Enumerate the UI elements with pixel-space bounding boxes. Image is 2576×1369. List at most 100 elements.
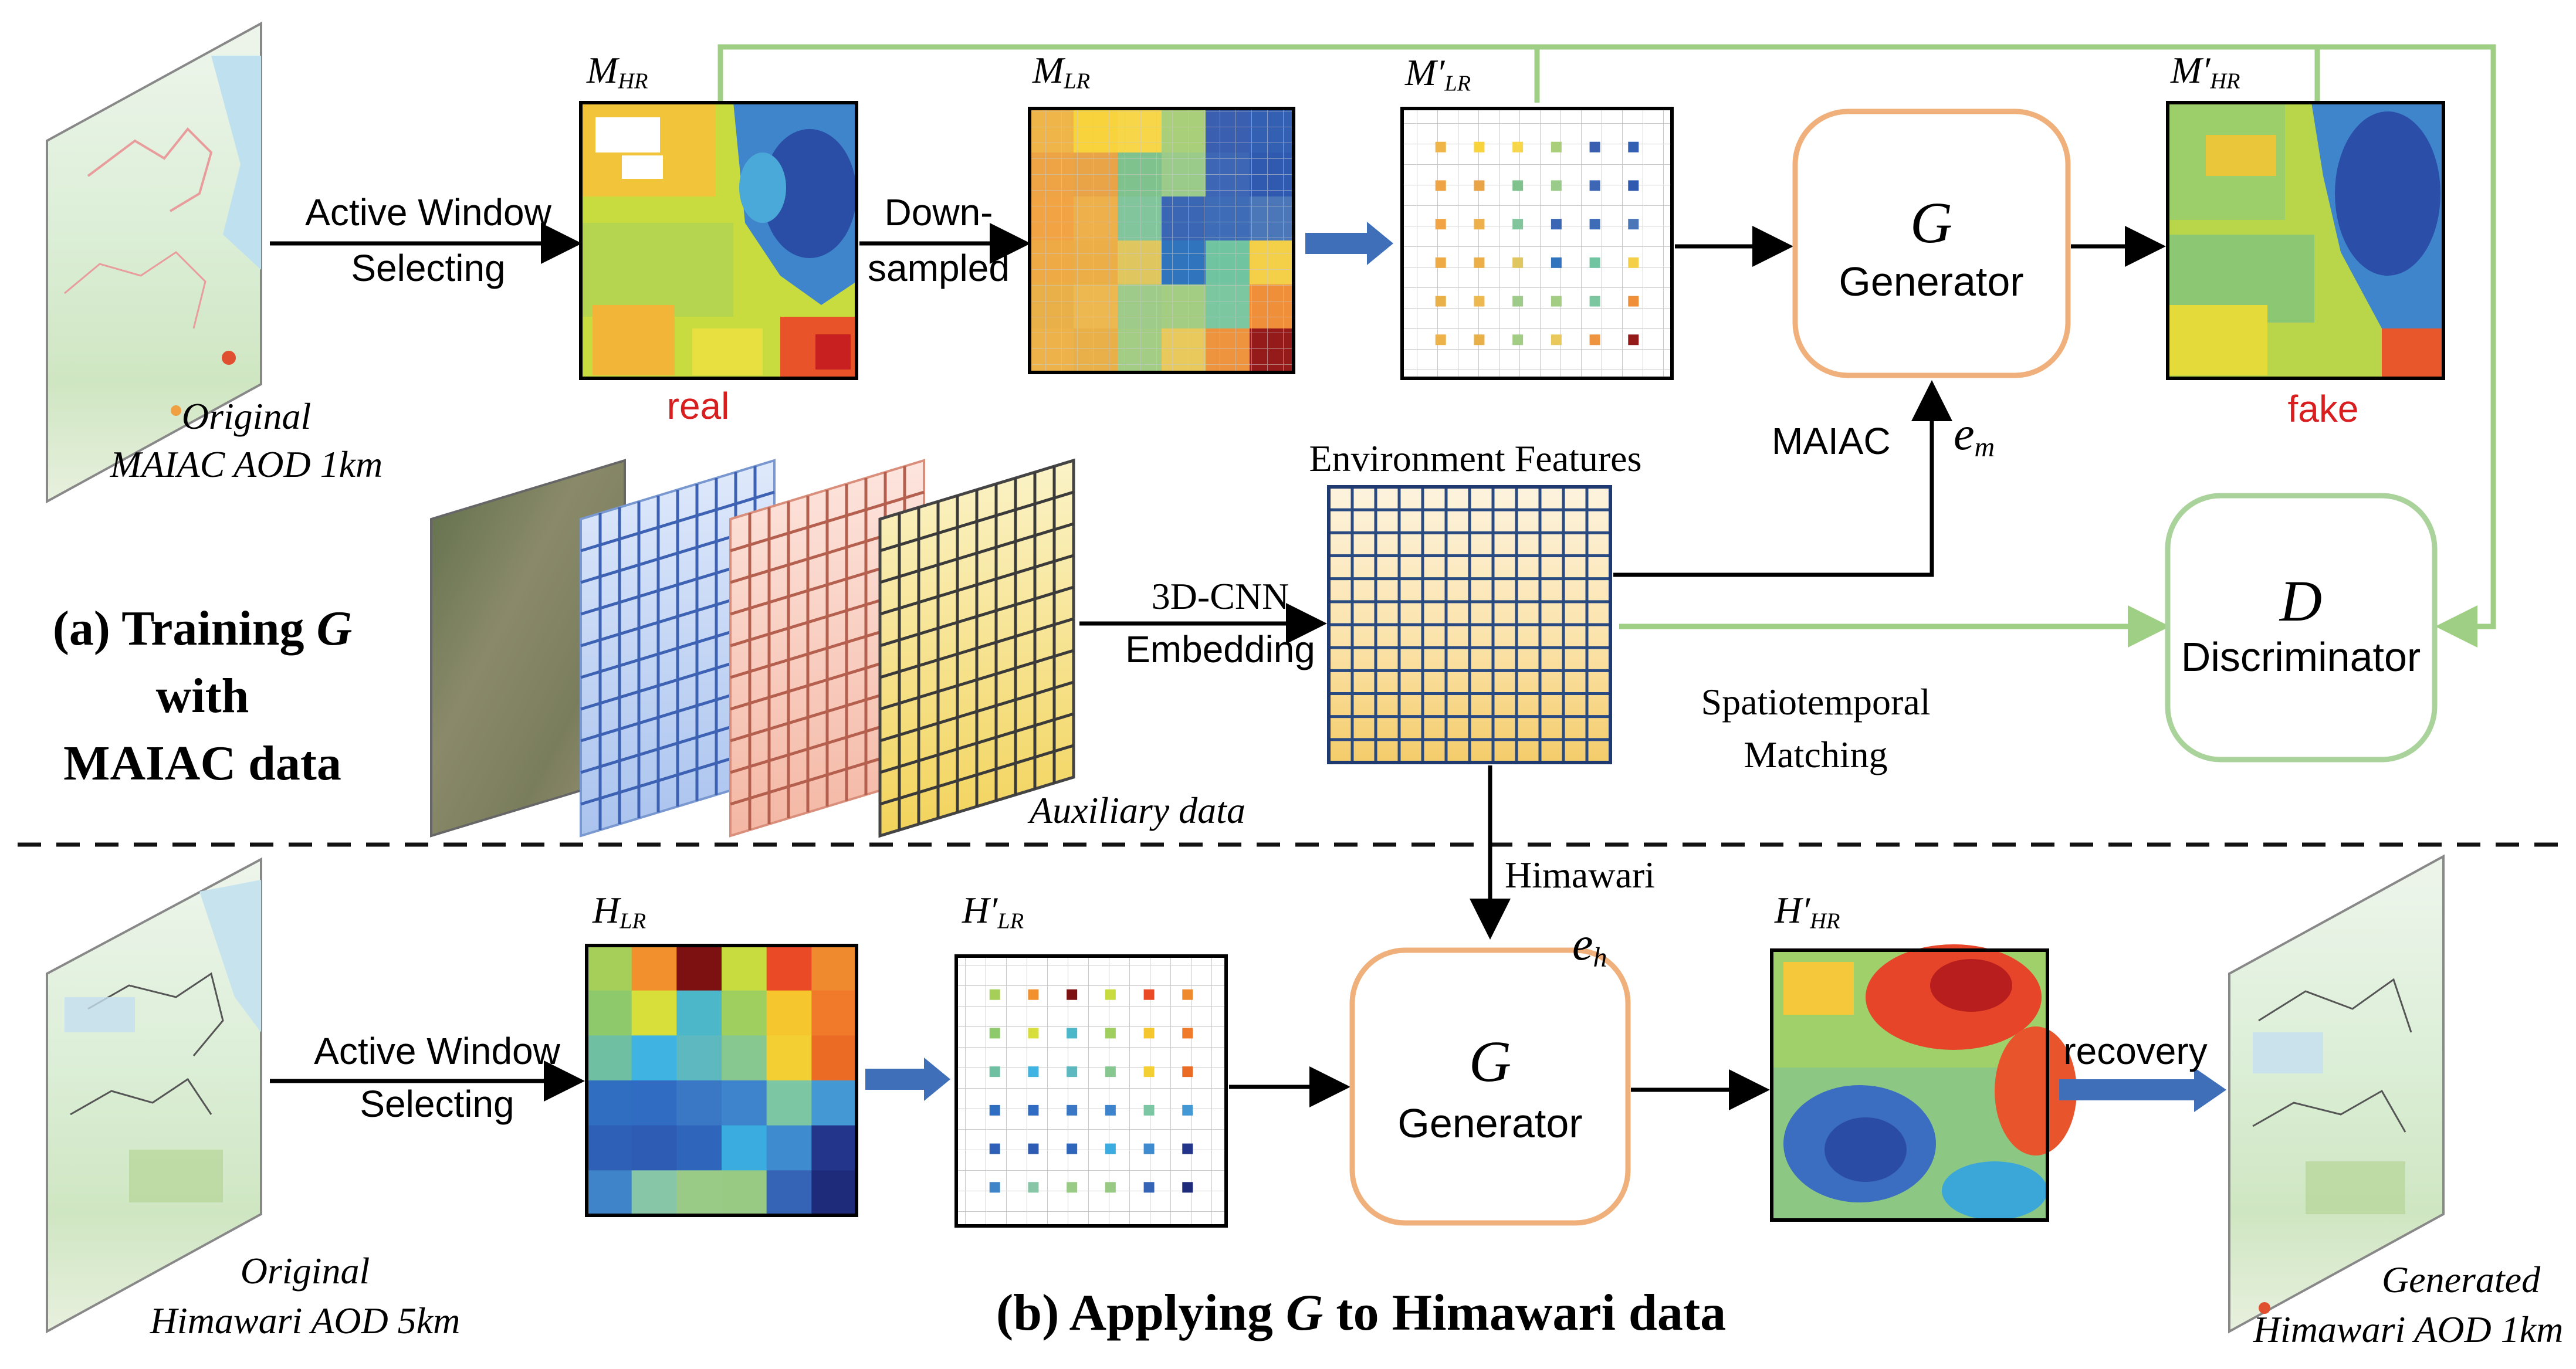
h-lr-cell <box>811 1035 857 1081</box>
h-prime-lr-dot <box>1143 1143 1155 1154</box>
h-lr-cell <box>676 1080 722 1126</box>
m-prime-lr-dot <box>1551 296 1562 307</box>
generator-b-name: Generator <box>1397 1100 1583 1146</box>
aux-layer-yellow-gridline <box>879 680 1074 743</box>
active-window-a-line2: Selecting <box>351 247 506 289</box>
m-prime-lr-dot <box>1474 141 1485 153</box>
h-prime-lr-dot <box>1067 1104 1078 1116</box>
h-lr-cell <box>587 990 632 1036</box>
m-prime-lr-label: M′LR <box>1405 52 1471 96</box>
h-lr-cell <box>587 946 632 991</box>
h-lr-cell <box>631 990 677 1036</box>
h-prime-lr-dot <box>1182 1143 1193 1154</box>
h-prime-lr-dot <box>1067 1066 1078 1077</box>
m-prime-lr-dot <box>1589 296 1600 307</box>
h-prime-lr-dot <box>1105 1028 1116 1039</box>
h-prime-lr-dot <box>989 989 1000 1000</box>
h-lr-cell <box>766 946 812 991</box>
h-prime-lr-dot <box>1143 989 1155 1000</box>
m-lr-label: MLR <box>1033 49 1091 94</box>
m-lr-grid <box>1028 107 1295 374</box>
title-a-line1: (a) Training G <box>52 601 353 656</box>
generator-a-symbol: G <box>1910 190 1953 255</box>
h-lr-cell <box>722 1080 767 1126</box>
m-prime-lr-dot <box>1512 257 1524 268</box>
green-feedback-paths <box>717 44 2496 648</box>
h-lr-cell <box>676 1125 722 1171</box>
h-prime-lr-dot <box>1105 1104 1116 1116</box>
discriminator-box <box>2165 493 2438 763</box>
h-prime-lr-dot <box>989 1066 1000 1077</box>
h-lr-cell <box>676 990 722 1036</box>
m-hr-real-caption: real <box>666 385 730 427</box>
h-lr-cell <box>587 1080 632 1126</box>
h-prime-lr-dot <box>1067 1028 1078 1039</box>
h-lr-cell <box>676 1035 722 1081</box>
m-prime-hr-label: M′HR <box>2171 49 2240 94</box>
embedding-line2: Embedding <box>1125 628 1315 670</box>
m-prime-lr-dot <box>1628 334 1639 345</box>
m-prime-lr-dot <box>1512 219 1524 230</box>
h-lr-cell <box>811 990 857 1036</box>
m-prime-lr-dot <box>1474 296 1485 307</box>
title-b: (b) Applying G to Himawari data <box>996 1285 1727 1341</box>
generated-himawari-line2: Himawari AOD 1km <box>2253 1309 2564 1350</box>
m-prime-lr-dot <box>1512 334 1524 345</box>
m-prime-hr-heatmap <box>2166 101 2445 380</box>
discriminator-symbol: D <box>2279 568 2323 633</box>
h-prime-lr-dot <box>1143 1182 1155 1193</box>
m-prime-lr-dot <box>1589 334 1600 345</box>
h-prime-lr-dot <box>1028 1104 1039 1116</box>
h-lr-cell <box>587 1170 632 1216</box>
h-prime-lr-dot <box>1182 1104 1193 1116</box>
m-prime-lr-dot <box>1589 141 1600 153</box>
m-prime-lr-dot <box>1474 334 1485 345</box>
m-prime-lr-dot <box>1435 141 1446 153</box>
m-prime-lr-dot <box>1628 180 1639 191</box>
h-prime-lr-dot <box>1028 989 1039 1000</box>
m-prime-lr-dot <box>1512 180 1524 191</box>
h-lr-cell <box>811 1080 857 1126</box>
h-lr-cell <box>722 946 767 991</box>
h-lr-cell <box>631 1125 677 1171</box>
h-prime-lr-label: H′LR <box>962 889 1024 934</box>
m-prime-lr-dot <box>1474 180 1485 191</box>
m-prime-lr-dot <box>1551 334 1562 345</box>
m-prime-lr-dot <box>1435 219 1446 230</box>
aux-layer-yellow-gridline <box>879 649 1074 711</box>
downsample-line1: Down- <box>884 191 993 233</box>
h-prime-lr-dot <box>1028 1028 1039 1039</box>
h-lr-cell <box>722 1035 767 1081</box>
original-maiac-line1: Original <box>181 395 312 437</box>
h-prime-lr-dot <box>989 1143 1000 1154</box>
aux-layer-yellow-gridline <box>879 744 1074 806</box>
m-prime-lr-dot <box>1435 334 1446 345</box>
h-lr-cell <box>766 1035 812 1081</box>
h-prime-lr-dot <box>1182 1028 1193 1039</box>
h-prime-lr-dot <box>989 1028 1000 1039</box>
himawari-label: Himawari <box>1505 854 1655 896</box>
h-lr-cell <box>811 946 857 991</box>
h-prime-lr-dot <box>1067 1143 1078 1154</box>
m-prime-lr-dot <box>1474 219 1485 230</box>
m-hr-heatmap <box>579 101 858 380</box>
m-hr-label: MHR <box>587 49 648 94</box>
aux-layer-yellow-gridline <box>879 712 1074 774</box>
h-lr-cell <box>766 1170 812 1216</box>
h-prime-lr-dot <box>1028 1143 1039 1154</box>
m-prime-lr-dot <box>1589 219 1600 230</box>
h-lr-cell <box>676 1170 722 1216</box>
h-prime-lr-dot <box>1143 1028 1155 1039</box>
h-lr-cell <box>587 1125 632 1171</box>
spatiotemporal-line2: Matching <box>1744 734 1888 775</box>
h-lr-cell <box>587 1035 632 1081</box>
m-prime-lr-dot <box>1628 257 1639 268</box>
m-prime-lr-dot <box>1435 257 1446 268</box>
h-lr-cell <box>766 1080 812 1126</box>
h-lr-cell <box>722 990 767 1036</box>
title-a-line2: with <box>155 669 249 723</box>
h-prime-lr-dot <box>1105 989 1116 1000</box>
m-prime-lr-dot <box>1435 180 1446 191</box>
e-h-label: eh <box>1572 919 1607 973</box>
